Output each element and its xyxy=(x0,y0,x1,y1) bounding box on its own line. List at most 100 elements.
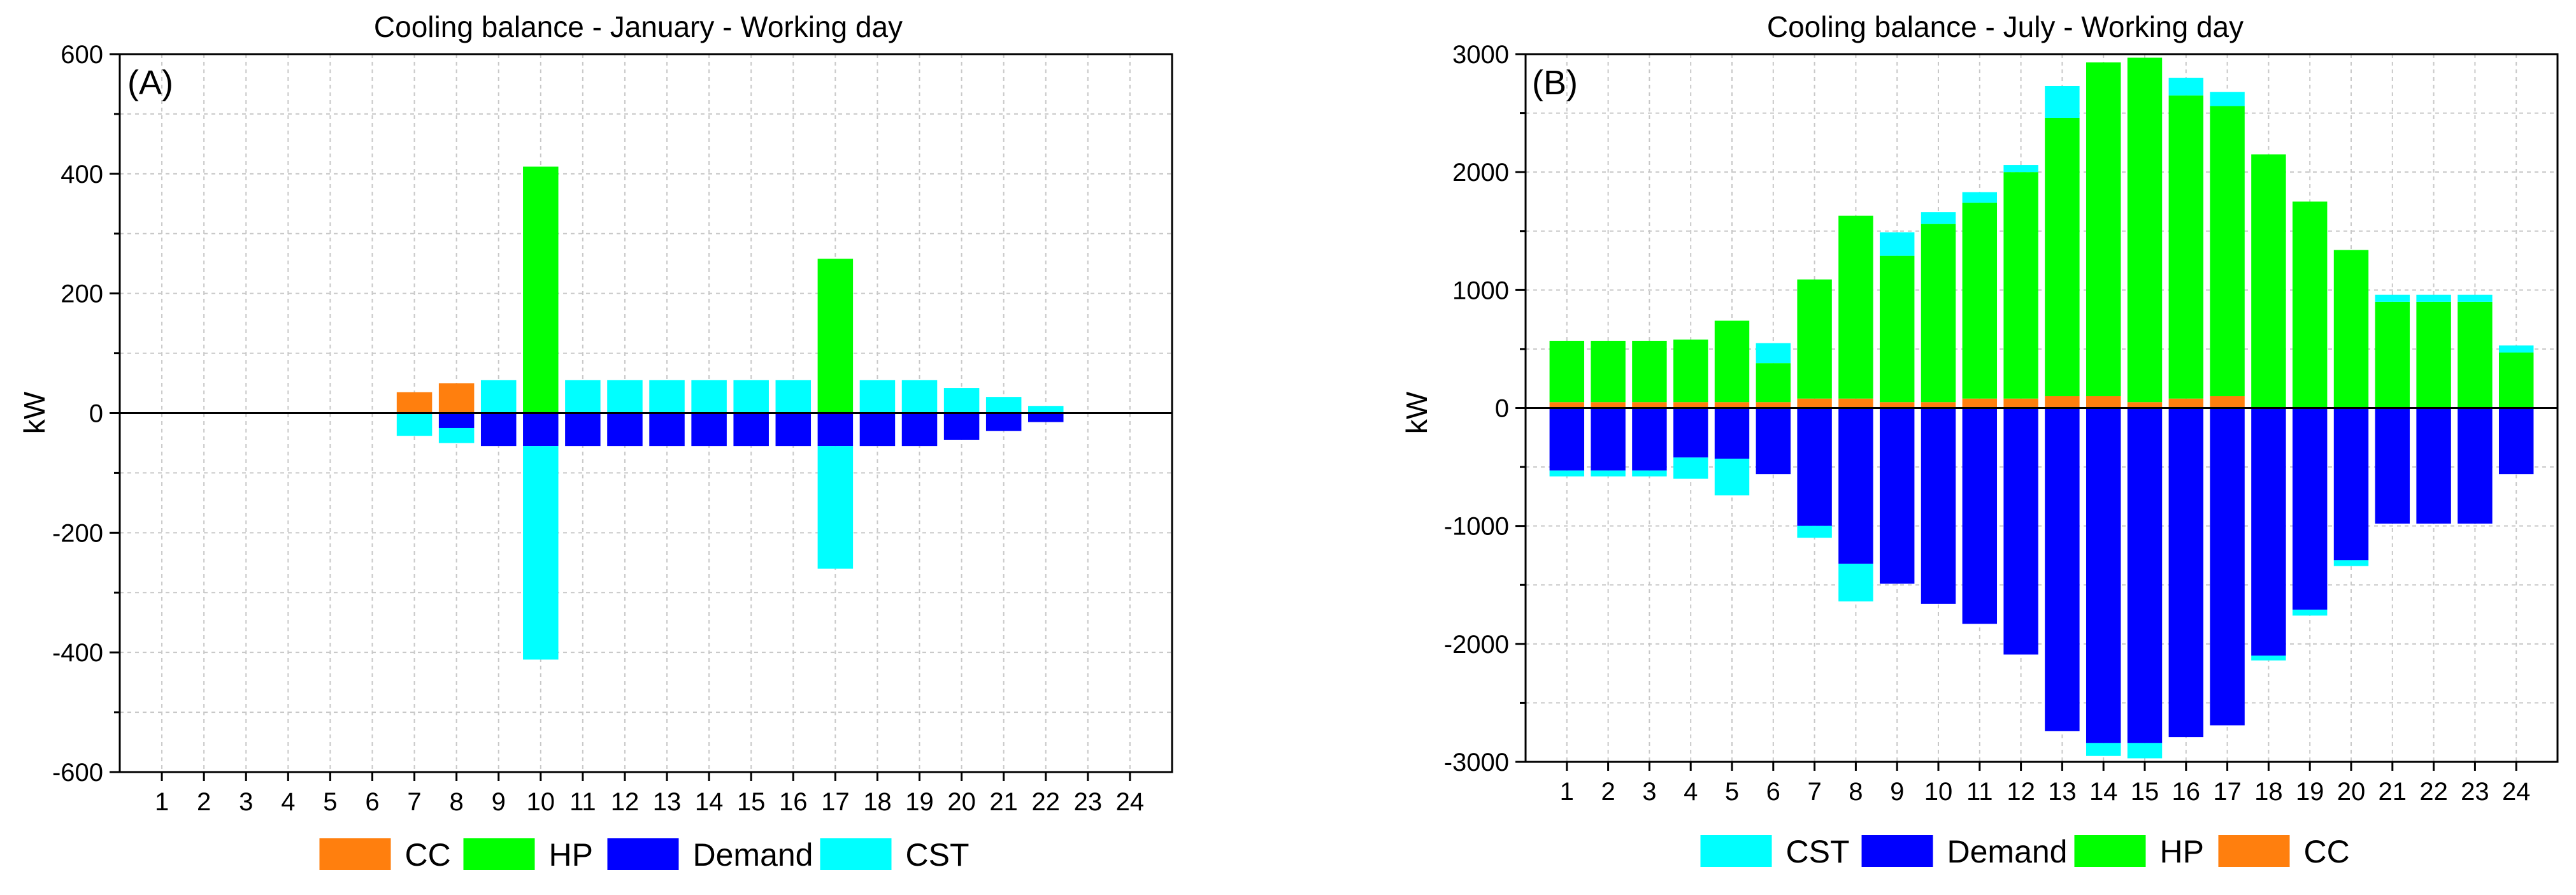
y-tick-label: 400 xyxy=(61,161,103,189)
x-tick-label: 1 xyxy=(155,788,169,816)
bar-cst-10 xyxy=(1921,212,1956,224)
y-tick-label: -3000 xyxy=(1444,748,1509,777)
bar-hp-11 xyxy=(1962,203,1998,399)
bar-hp-20 xyxy=(2333,250,2369,408)
bar-demand-22 xyxy=(1028,413,1064,422)
legend-label-cc: CC xyxy=(405,837,451,873)
bar-hp-8 xyxy=(1838,215,1873,399)
y-tick-labels: -3000 -2000 -1000 0 1000 2000 3000 xyxy=(1444,41,1509,777)
chart-title: Cooling balance - July - Working day xyxy=(1767,10,2243,43)
bar-demand-20 xyxy=(2333,408,2369,561)
x-tick-label: 24 xyxy=(1116,788,1145,816)
bar-cst-14 xyxy=(691,380,727,413)
bar-hp-19 xyxy=(2292,201,2328,408)
bar-cc-7 xyxy=(396,392,433,413)
bar-cst-12 xyxy=(2003,165,2038,173)
x-tick-label: 19 xyxy=(2296,778,2324,806)
bar-cst-19 xyxy=(2292,610,2328,616)
bar-cst-20 xyxy=(2333,560,2369,566)
bar-cst-13 xyxy=(649,380,685,413)
axes xyxy=(110,53,1173,781)
x-tick-label: 17 xyxy=(2213,778,2242,806)
bar-demand-3 xyxy=(1632,408,1667,471)
bar-hp-14 xyxy=(2086,62,2121,396)
bar-demand-12 xyxy=(2003,408,2038,655)
bar-cc-4 xyxy=(1673,402,1708,408)
bar-cc-14 xyxy=(2086,396,2121,408)
bar-demand-2 xyxy=(1591,408,1626,471)
x-tick-label: 11 xyxy=(1966,778,1993,806)
bar-demand-8 xyxy=(1838,408,1873,564)
bar-hp-5 xyxy=(1714,320,1750,403)
bar-demand-9 xyxy=(1879,408,1915,584)
x-tick-label: 17 xyxy=(821,788,850,816)
x-tick-label: 2 xyxy=(197,788,211,816)
bar-demand-9 xyxy=(480,413,517,447)
y-tick-label: 0 xyxy=(89,400,103,428)
bar-cst-24 xyxy=(2498,345,2534,353)
axes xyxy=(1515,53,2559,771)
bar-hp-17 xyxy=(817,259,854,413)
x-tick-label: 14 xyxy=(2089,778,2118,806)
bar-cst-14 xyxy=(2086,743,2121,756)
y-tick-label: -1000 xyxy=(1444,513,1509,541)
x-tick-label: 8 xyxy=(450,788,464,816)
x-tick-label: 23 xyxy=(1074,788,1103,816)
bar-demand-17 xyxy=(2210,408,2245,726)
bar-hp-4 xyxy=(1673,340,1708,403)
legend-swatch-hp xyxy=(463,838,535,870)
x-tick-label: 7 xyxy=(407,788,421,816)
x-tick-label: 14 xyxy=(695,788,724,816)
bar-cc-3 xyxy=(1632,402,1667,408)
x-tick-label: 16 xyxy=(2172,778,2201,806)
y-tick-labels: -600 -400 -200 0 200 400 600 xyxy=(52,41,103,787)
bar-hp-21 xyxy=(2375,301,2410,408)
bar-demand-1 xyxy=(1549,408,1585,471)
bar-cst-13 xyxy=(2045,85,2080,118)
bar-cst-1 xyxy=(1549,470,1585,476)
bar-cst-9 xyxy=(1879,232,1915,256)
legend-label-cc: CC xyxy=(2304,834,2350,870)
bar-cst-18 xyxy=(859,380,896,413)
bar-cc-6 xyxy=(1756,402,1791,408)
bar-demand-14 xyxy=(691,413,727,447)
bar-demand-19 xyxy=(901,413,938,447)
x-tick-label: 24 xyxy=(2502,778,2531,806)
bar-cst-16 xyxy=(2168,78,2204,96)
x-tick-label: 6 xyxy=(1766,778,1780,806)
bar-hp-16 xyxy=(2168,95,2204,399)
y-axis-label: kW xyxy=(18,391,51,434)
x-tick-label: 12 xyxy=(611,788,640,816)
bar-hp-2 xyxy=(1591,340,1626,403)
bar-demand-22 xyxy=(2416,408,2451,524)
legend-swatch-demand xyxy=(1861,835,1933,867)
bars xyxy=(396,166,1064,660)
bar-demand-16 xyxy=(2168,408,2204,738)
bar-cc-10 xyxy=(1921,402,1956,408)
bar-cst-3 xyxy=(1632,470,1667,476)
panel-label: (A) xyxy=(127,64,173,102)
x-tick-label: 12 xyxy=(2007,778,2035,806)
x-tick-label: 15 xyxy=(737,788,766,816)
bar-hp-12 xyxy=(2003,172,2038,399)
bar-hp-6 xyxy=(1756,363,1791,403)
bar-cst-11 xyxy=(1962,192,1998,203)
bar-demand-7 xyxy=(1797,408,1832,526)
x-tick-label: 16 xyxy=(779,788,808,816)
x-tick-label: 3 xyxy=(1642,778,1656,806)
bar-cst-2 xyxy=(1591,470,1626,476)
y-tick-label: -200 xyxy=(52,519,103,547)
legend-label-hp: HP xyxy=(549,837,593,873)
bar-cc-5 xyxy=(1714,402,1750,408)
bar-demand-15 xyxy=(2127,408,2163,743)
bar-hp-1 xyxy=(1549,340,1585,403)
bar-cst-5 xyxy=(1714,459,1750,496)
bar-hp-18 xyxy=(2251,154,2286,408)
bar-cst-21 xyxy=(2375,294,2410,302)
bar-demand-10 xyxy=(523,413,559,447)
bar-cst-12 xyxy=(607,380,643,413)
bar-cc-2 xyxy=(1591,402,1626,408)
bars xyxy=(1549,57,2534,759)
x-tick-label: 20 xyxy=(947,788,976,816)
